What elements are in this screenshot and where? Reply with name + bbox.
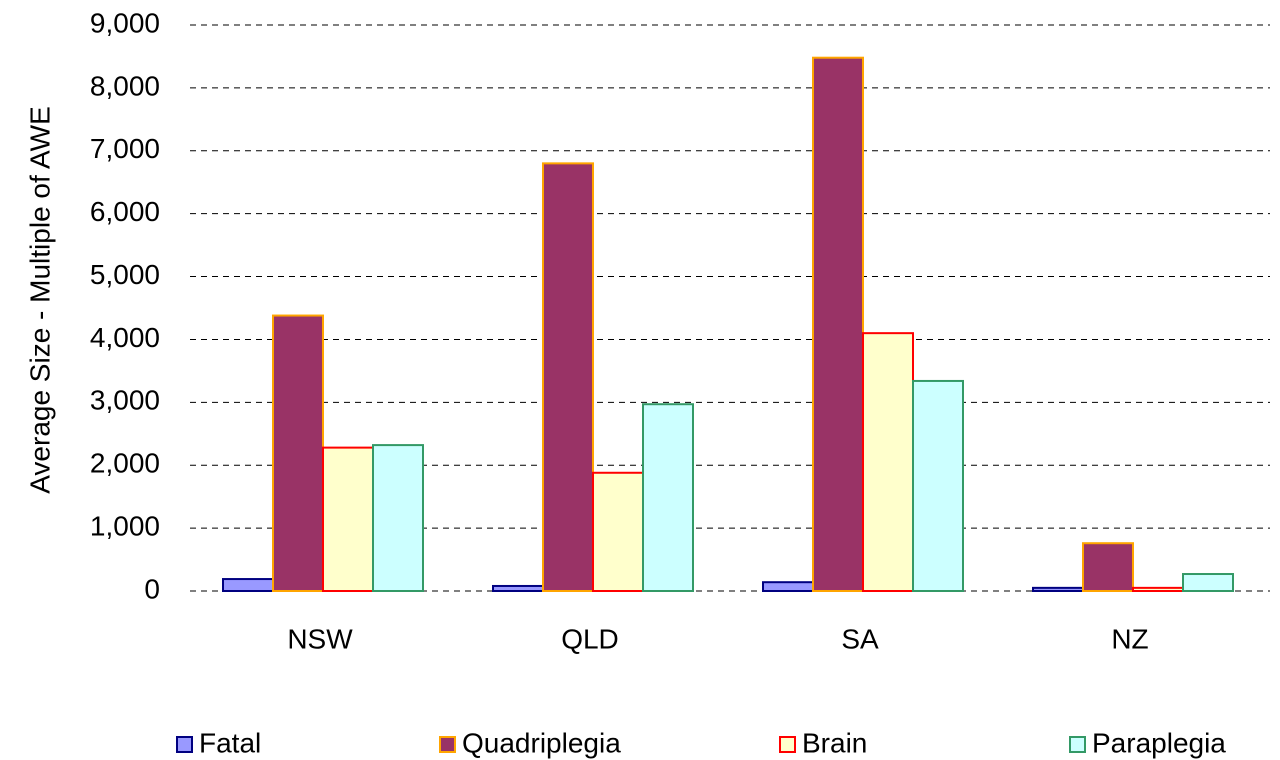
legend-label: Paraplegia xyxy=(1092,727,1226,758)
x-tick-label: NSW xyxy=(287,623,353,654)
bar xyxy=(1132,586,1184,592)
legend-label: Quadriplegia xyxy=(462,727,621,758)
bar xyxy=(762,581,814,593)
bar xyxy=(222,578,274,592)
bar xyxy=(862,332,914,592)
bar xyxy=(272,314,324,592)
bar xyxy=(592,471,644,592)
y-tick-label: 4,000 xyxy=(90,322,160,353)
legend-marker xyxy=(779,736,796,753)
legend-label: Brain xyxy=(802,727,867,758)
legend-label: Fatal xyxy=(199,727,261,758)
bar xyxy=(372,444,424,592)
y-tick-label: 8,000 xyxy=(90,70,160,101)
y-axis-label: Average Size - Multiple of AWE xyxy=(24,106,55,494)
x-tick-label: NZ xyxy=(1111,623,1148,654)
x-tick-label: QLD xyxy=(561,623,619,654)
y-tick-label: 0 xyxy=(144,573,160,604)
bar xyxy=(322,446,374,593)
bar xyxy=(1082,542,1134,593)
bar xyxy=(542,162,594,592)
bar xyxy=(1182,573,1234,593)
bar xyxy=(492,584,544,592)
bar xyxy=(912,379,964,592)
y-tick-label: 9,000 xyxy=(90,7,160,38)
bar xyxy=(1032,586,1084,592)
bar xyxy=(812,56,864,593)
legend-marker xyxy=(439,736,456,753)
y-tick-label: 7,000 xyxy=(90,133,160,164)
y-tick-label: 6,000 xyxy=(90,196,160,227)
y-tick-label: 2,000 xyxy=(90,448,160,479)
y-tick-label: 3,000 xyxy=(90,385,160,416)
y-tick-label: 5,000 xyxy=(90,259,160,290)
bar xyxy=(642,403,694,592)
legend-marker xyxy=(1069,736,1086,753)
x-tick-label: SA xyxy=(841,623,879,654)
y-tick-label: 1,000 xyxy=(90,511,160,542)
legend-marker xyxy=(176,736,193,753)
